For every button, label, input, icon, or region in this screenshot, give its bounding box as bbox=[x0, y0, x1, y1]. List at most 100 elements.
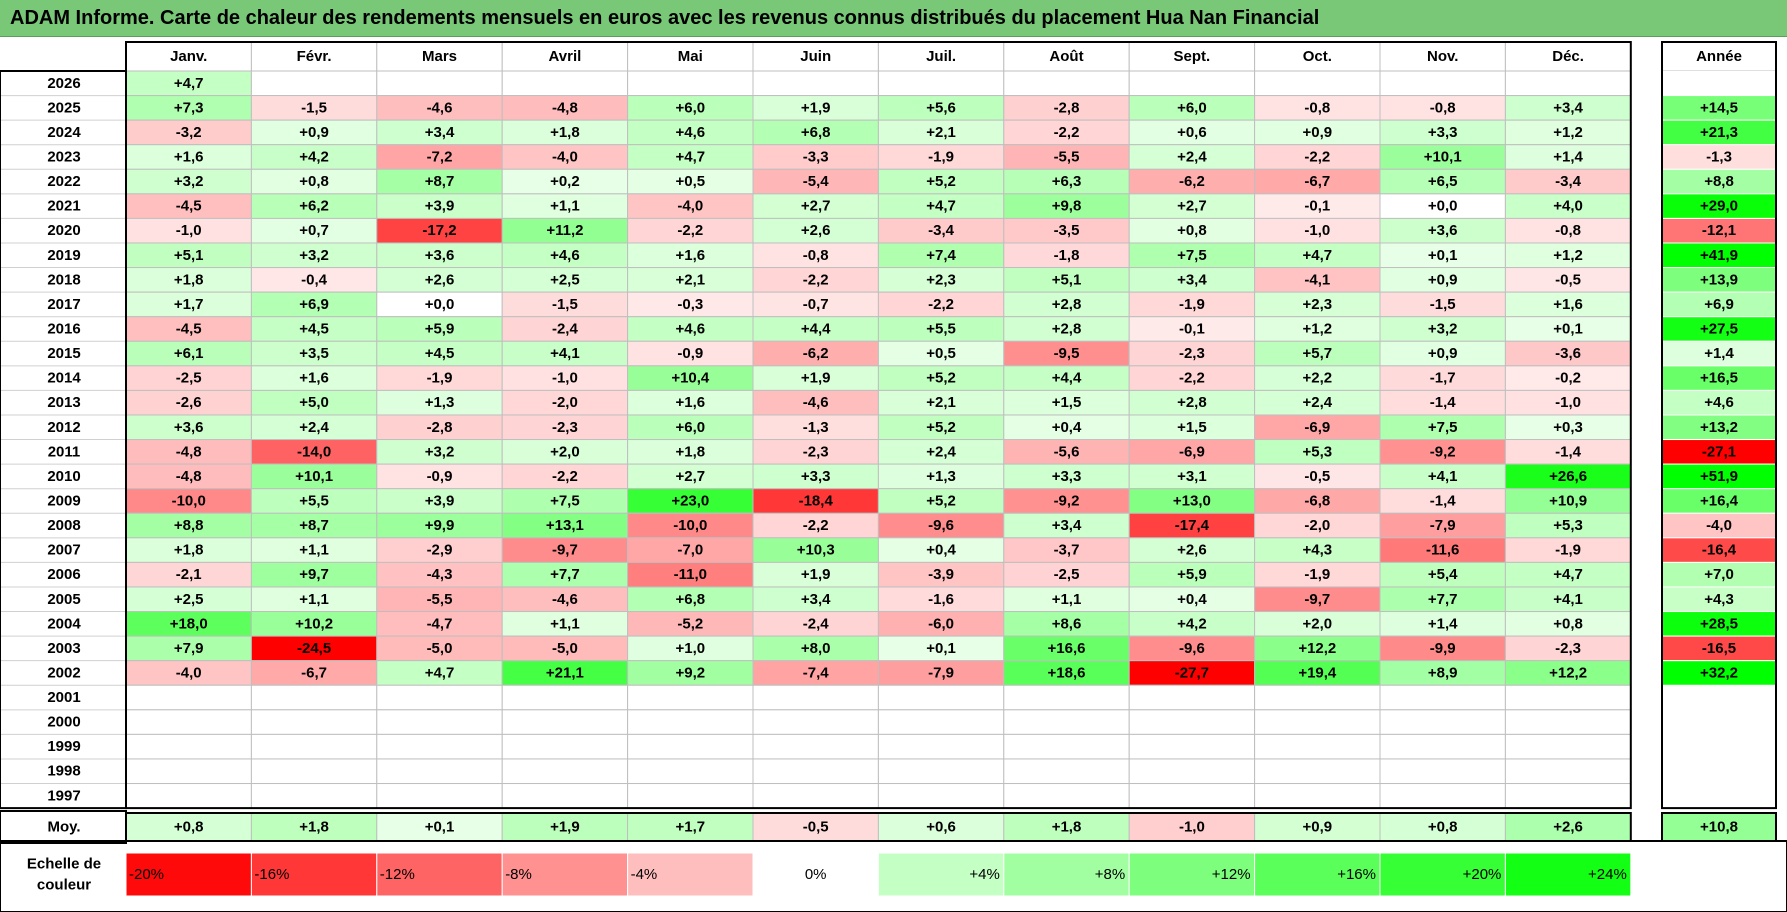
color-scale-step-label: -20% bbox=[129, 866, 164, 883]
heatmap-cell bbox=[250, 611, 378, 637]
color-scale-swatch bbox=[376, 852, 503, 897]
average-annual-cell bbox=[1661, 812, 1777, 842]
heatmap-cell-value: -2,0 bbox=[1304, 517, 1330, 534]
heatmap-cell-value: -9,2 bbox=[1054, 492, 1080, 509]
heatmap-cell bbox=[627, 635, 754, 662]
heatmap-cell-value: +3,4 bbox=[425, 124, 455, 141]
row-year-label: 2012 bbox=[47, 419, 80, 436]
heatmap-cell-value: +1,6 bbox=[675, 394, 705, 411]
heatmap-cell-value: -2,5 bbox=[176, 370, 202, 387]
heatmap-cell-value: -3,5 bbox=[1054, 222, 1080, 239]
row-year-label: 2024 bbox=[47, 124, 81, 141]
heatmap-cell bbox=[125, 168, 252, 195]
heatmap-cell-value: +2,1 bbox=[926, 394, 956, 411]
annual-cell bbox=[1661, 439, 1777, 465]
annual-cell bbox=[1661, 217, 1777, 244]
heatmap-cell-value: +0,4 bbox=[1052, 419, 1082, 436]
color-scale-swatch bbox=[250, 852, 378, 897]
heatmap-cell bbox=[1254, 586, 1381, 613]
heatmap-cell-value: -6,7 bbox=[301, 664, 327, 681]
heatmap-cell bbox=[125, 291, 252, 318]
heatmap-cell-value: -4,0 bbox=[677, 198, 703, 215]
heatmap-cell bbox=[501, 365, 629, 391]
heatmap-cell bbox=[376, 414, 503, 441]
heatmap-cell-value: +1,1 bbox=[550, 615, 580, 632]
heatmap-cell-value: +2,3 bbox=[926, 271, 956, 288]
heatmap-cell-value: +5,0 bbox=[299, 394, 329, 411]
heatmap-cell-value: -10,0 bbox=[172, 492, 206, 509]
row-year-label: 2002 bbox=[47, 664, 80, 681]
heatmap-cell bbox=[250, 733, 378, 760]
heatmap-cell bbox=[125, 242, 252, 269]
heatmap-cell-value: -1,4 bbox=[1555, 443, 1582, 460]
row-year-label: 2009 bbox=[47, 492, 80, 509]
heatmap-cell-value: +1,1 bbox=[1052, 591, 1082, 608]
heatmap-cell bbox=[752, 291, 879, 318]
heatmap-cell-value: +5,7 bbox=[1302, 345, 1332, 362]
heatmap-cell-value: -1,5 bbox=[552, 296, 578, 313]
average-cell-value: +0,6 bbox=[926, 819, 956, 836]
scale-frame bbox=[0, 840, 1787, 912]
heatmap-cell-value: -2,2 bbox=[803, 517, 829, 534]
heatmap-cell-value: -2,2 bbox=[928, 296, 954, 313]
annual-cell-value: +32,2 bbox=[1700, 664, 1738, 681]
heatmap-cell-value: -4,8 bbox=[176, 468, 202, 485]
heatmap-cell-value: -4,5 bbox=[176, 198, 202, 215]
annual-cell-value: +1,4 bbox=[1704, 345, 1734, 362]
heatmap-cell bbox=[877, 242, 1005, 269]
heatmap-cell-value: +11,2 bbox=[546, 222, 583, 239]
heatmap-cell-value: +6,9 bbox=[299, 296, 329, 313]
heatmap-cell-value: -1,9 bbox=[1179, 296, 1205, 313]
row-year-label: 2023 bbox=[47, 148, 80, 165]
heatmap-cell-value: -6,0 bbox=[928, 615, 954, 632]
heatmap-cell bbox=[1128, 758, 1256, 785]
average-cell-value: -1,0 bbox=[1179, 819, 1205, 836]
heatmap-cell-value: +2,5 bbox=[174, 591, 204, 608]
row-year-label: 2021 bbox=[47, 198, 80, 215]
annual-cell-value: +21,3 bbox=[1700, 124, 1738, 141]
annual-cell bbox=[1661, 537, 1777, 563]
heatmap-cell-value: -17,4 bbox=[1175, 517, 1210, 534]
heatmap-cell-value: -1,0 bbox=[176, 222, 202, 239]
color-scale-swatch bbox=[1128, 852, 1256, 897]
heatmap-cell-value: -4,0 bbox=[552, 148, 578, 165]
heatmap-cell-value: +1,6 bbox=[1553, 296, 1583, 313]
heatmap-cell bbox=[1003, 586, 1130, 613]
heatmap-cell-value: -6,9 bbox=[1304, 419, 1330, 436]
heatmap-cell-value: +0,7 bbox=[299, 222, 329, 239]
heatmap-cell-value: +0,1 bbox=[1428, 247, 1458, 264]
heatmap-cell bbox=[376, 267, 503, 293]
annual-cell bbox=[1662, 758, 1776, 784]
heatmap-cell-value: -1,5 bbox=[1430, 296, 1456, 313]
heatmap-cell bbox=[1003, 561, 1130, 588]
heatmap-cell bbox=[376, 758, 503, 785]
heatmap-cell-value: +5,1 bbox=[174, 247, 204, 264]
annual-cell bbox=[1661, 168, 1777, 195]
heatmap-cell bbox=[250, 95, 378, 121]
heatmap-cell-value: -1,0 bbox=[1304, 222, 1330, 239]
heatmap-cell bbox=[627, 242, 754, 269]
heatmap-cell bbox=[1003, 365, 1130, 391]
heatmap-cell-value: +3,2 bbox=[299, 247, 329, 264]
heatmap-cell-value: +8,7 bbox=[425, 173, 455, 190]
heatmap-cell-value: +2,0 bbox=[550, 443, 580, 460]
annual-cell-value: -12,1 bbox=[1702, 222, 1736, 239]
annual-cell bbox=[1662, 71, 1776, 96]
heatmap-cell bbox=[1504, 758, 1632, 785]
month-header-cell bbox=[125, 41, 252, 72]
heatmap-cell bbox=[1003, 611, 1130, 637]
heatmap-cell-value: +9,8 bbox=[1052, 198, 1082, 215]
heatmap-cell-value: +5,2 bbox=[926, 419, 956, 436]
heatmap-cell bbox=[1003, 316, 1130, 342]
heatmap-cell-value: +4,1 bbox=[1553, 591, 1583, 608]
heatmap-cell bbox=[877, 463, 1005, 490]
heatmap-cell bbox=[627, 168, 754, 195]
heatmap-cell bbox=[1379, 168, 1506, 195]
color-scale-swatch bbox=[501, 852, 629, 897]
heatmap-cell-value: -2,2 bbox=[1054, 124, 1080, 141]
heatmap-cell-value: -1,8 bbox=[1054, 247, 1080, 264]
heatmap-cell bbox=[125, 758, 252, 785]
annual-cell-value: +27,5 bbox=[1700, 320, 1738, 337]
heatmap-cell-value: +2,7 bbox=[1177, 198, 1207, 215]
row-year-label: 2006 bbox=[47, 566, 80, 583]
